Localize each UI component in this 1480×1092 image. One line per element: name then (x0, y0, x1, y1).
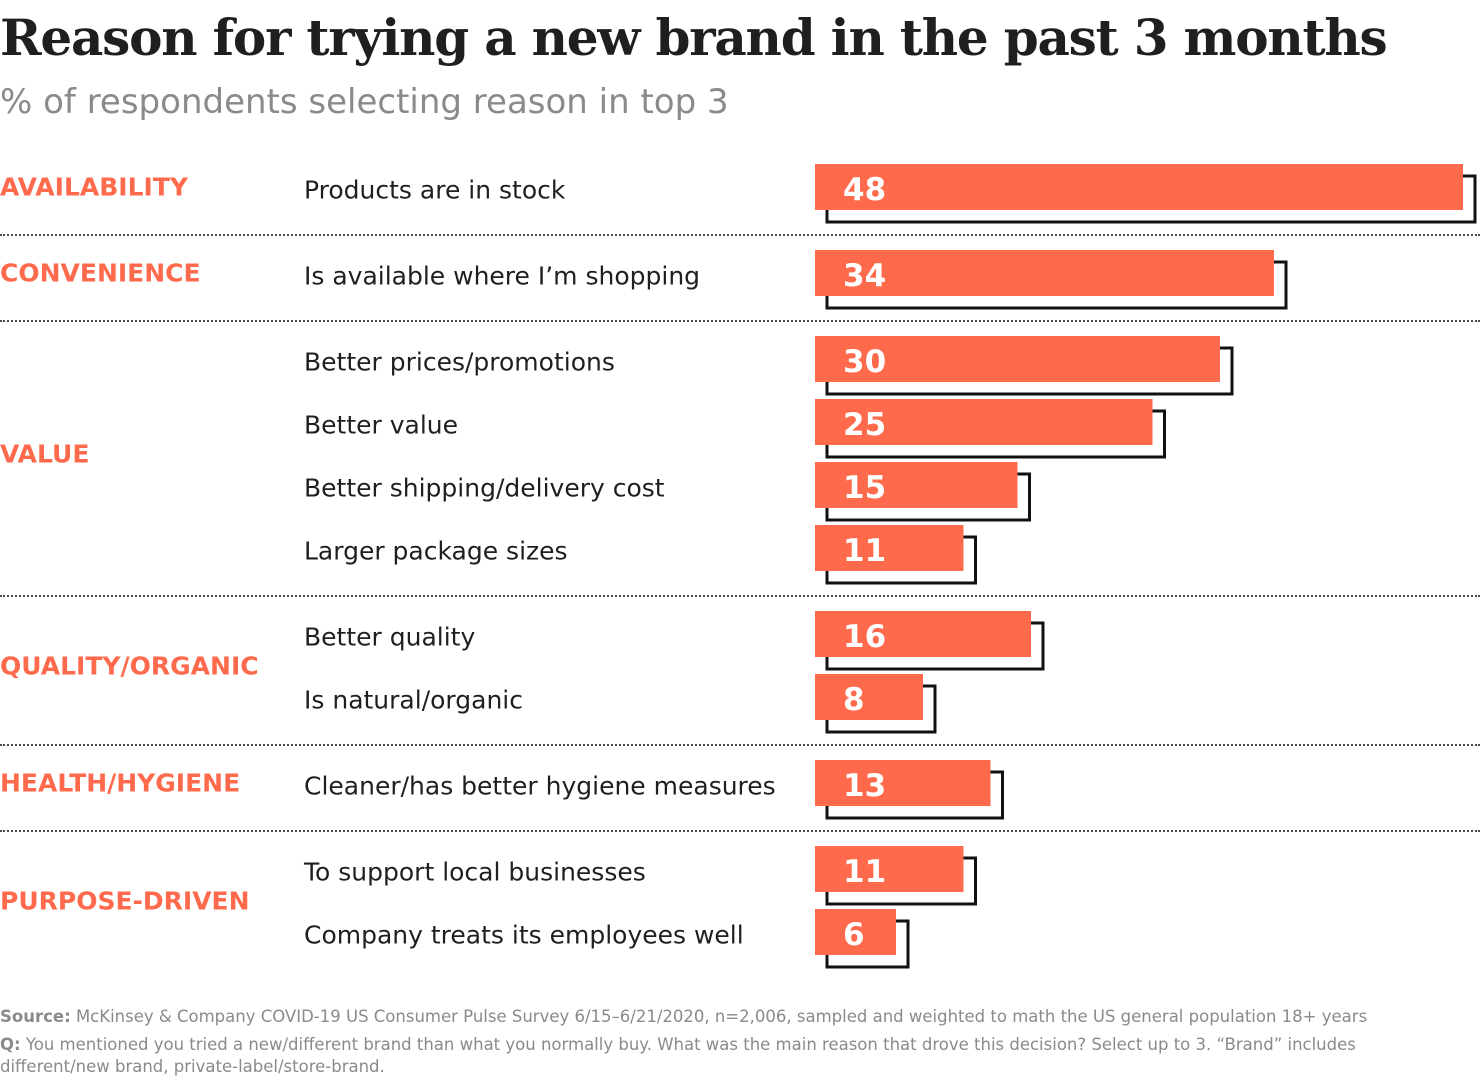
group-divider (0, 830, 1480, 832)
group-divider (0, 234, 1480, 236)
bar-value-label: 34 (843, 258, 886, 294)
bar-value-label: 6 (843, 917, 865, 953)
bar (815, 909, 896, 955)
chart-title: Reason for trying a new brand in the pas… (0, 8, 1388, 67)
group-label: VALUE (0, 439, 90, 468)
group-label: PURPOSE-DRIVEN (0, 886, 250, 915)
bar-value-label: 48 (843, 172, 886, 208)
group-divider (0, 595, 1480, 597)
bar (815, 164, 1463, 210)
chart-footer: Source: McKinsey & Company COVID-19 US C… (0, 1005, 1470, 1078)
bar-label: Is natural/organic (304, 685, 523, 715)
bar-outline (825, 621, 1045, 671)
source-note: Source: McKinsey & Company COVID-19 US C… (0, 1005, 1470, 1029)
bar-label: Products are in stock (304, 175, 566, 205)
bar-outline (825, 856, 977, 906)
bar-outline (825, 346, 1234, 396)
bar-value-label: 25 (843, 407, 886, 443)
bar-label: Company treats its employees well (304, 920, 744, 950)
group-divider (0, 744, 1480, 746)
bar-label: Larger package sizes (304, 536, 568, 566)
bar-outline (825, 409, 1166, 459)
bar-value-label: 15 (843, 470, 886, 506)
bar (815, 399, 1153, 445)
bar-label: Better value (304, 410, 459, 440)
bar-label: Is available where I’m shopping (304, 261, 701, 291)
chart-subtitle: % of respondents selecting reason in top… (0, 82, 729, 122)
source-text: McKinsey & Company COVID-19 US Consumer … (75, 1007, 1368, 1026)
bar (815, 846, 964, 892)
bar-outline (825, 535, 977, 585)
group-label: AVAILABILITY (0, 172, 188, 202)
bar-outline (825, 919, 910, 969)
bar (815, 525, 964, 571)
bar (815, 674, 923, 720)
bar (815, 336, 1220, 382)
group-divider (0, 320, 1480, 322)
bar-label: Better prices/promotions (304, 347, 615, 377)
bar-value-label: 8 (843, 682, 865, 718)
bar-outline (825, 770, 1004, 820)
bar-value-label: 30 (843, 344, 886, 380)
bar-label: Cleaner/has better hygiene measures (304, 771, 776, 801)
question-note: Q: You mentioned you tried a new/differe… (0, 1034, 1470, 1078)
group-label: HEALTH/HYGIENE (0, 768, 241, 798)
bar-value-label: 11 (843, 854, 886, 890)
question-text: You mentioned you tried a new/different … (0, 1035, 1356, 1076)
source-label: Source: (0, 1007, 71, 1026)
bar-outline (825, 684, 937, 734)
bar (815, 462, 1018, 508)
bar-chart: 48 34 30 25 15 11 16 8 13 11 6 (815, 164, 1477, 969)
bar-value-label: 13 (843, 768, 886, 804)
bar (815, 250, 1274, 296)
bar (815, 611, 1031, 657)
bar-label: Better quality (304, 622, 476, 652)
question-label: Q: (0, 1035, 21, 1054)
bar-outline (825, 472, 1031, 522)
bar-outline (825, 174, 1477, 224)
bar-label: Better shipping/delivery cost (304, 473, 665, 503)
group-label: CONVENIENCE (0, 258, 201, 288)
bar-value-label: 11 (843, 533, 886, 569)
bar-value-label: 16 (843, 619, 886, 655)
group-label: QUALITY/ORGANIC (0, 651, 259, 680)
bar (815, 760, 991, 806)
bar-outline (825, 260, 1288, 310)
bar-label: To support local businesses (304, 857, 646, 887)
